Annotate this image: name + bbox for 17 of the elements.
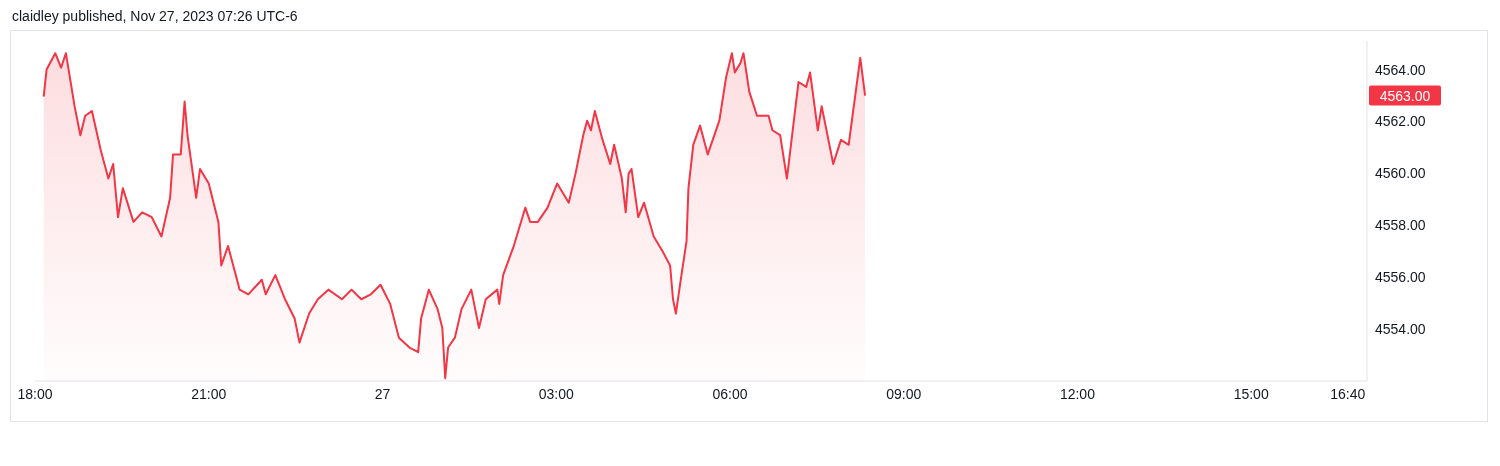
y-tick-label: 4556.00 <box>1375 269 1426 286</box>
x-tick-label: 03:00 <box>538 385 574 402</box>
x-tick-label: 21:00 <box>191 385 227 402</box>
y-tick-label: 4562.00 <box>1375 113 1426 130</box>
x-tick-label: 09:00 <box>886 385 922 402</box>
y-tick-label: 4554.00 <box>1375 321 1426 338</box>
text: 4563.00 <box>1379 87 1431 104</box>
chart-title: claidley published, Nov 27, 2023 07:26 UTC-6 <box>11 8 299 26</box>
x-tick-label: 15:00 <box>1233 385 1269 402</box>
x-tick-label: 27 <box>374 385 391 402</box>
x-tick-label: 12:00 <box>1059 385 1096 402</box>
x-tick-label: 18:00 <box>17 385 53 402</box>
y-tick-label: 4560.00 <box>1375 165 1426 182</box>
y-tick-label: 4558.00 <box>1375 217 1426 234</box>
x-tick-label: 16:40 <box>1330 385 1366 402</box>
y-tick-label: 4564.00 <box>1375 61 1426 78</box>
x-tick-label: 06:00 <box>712 385 748 402</box>
